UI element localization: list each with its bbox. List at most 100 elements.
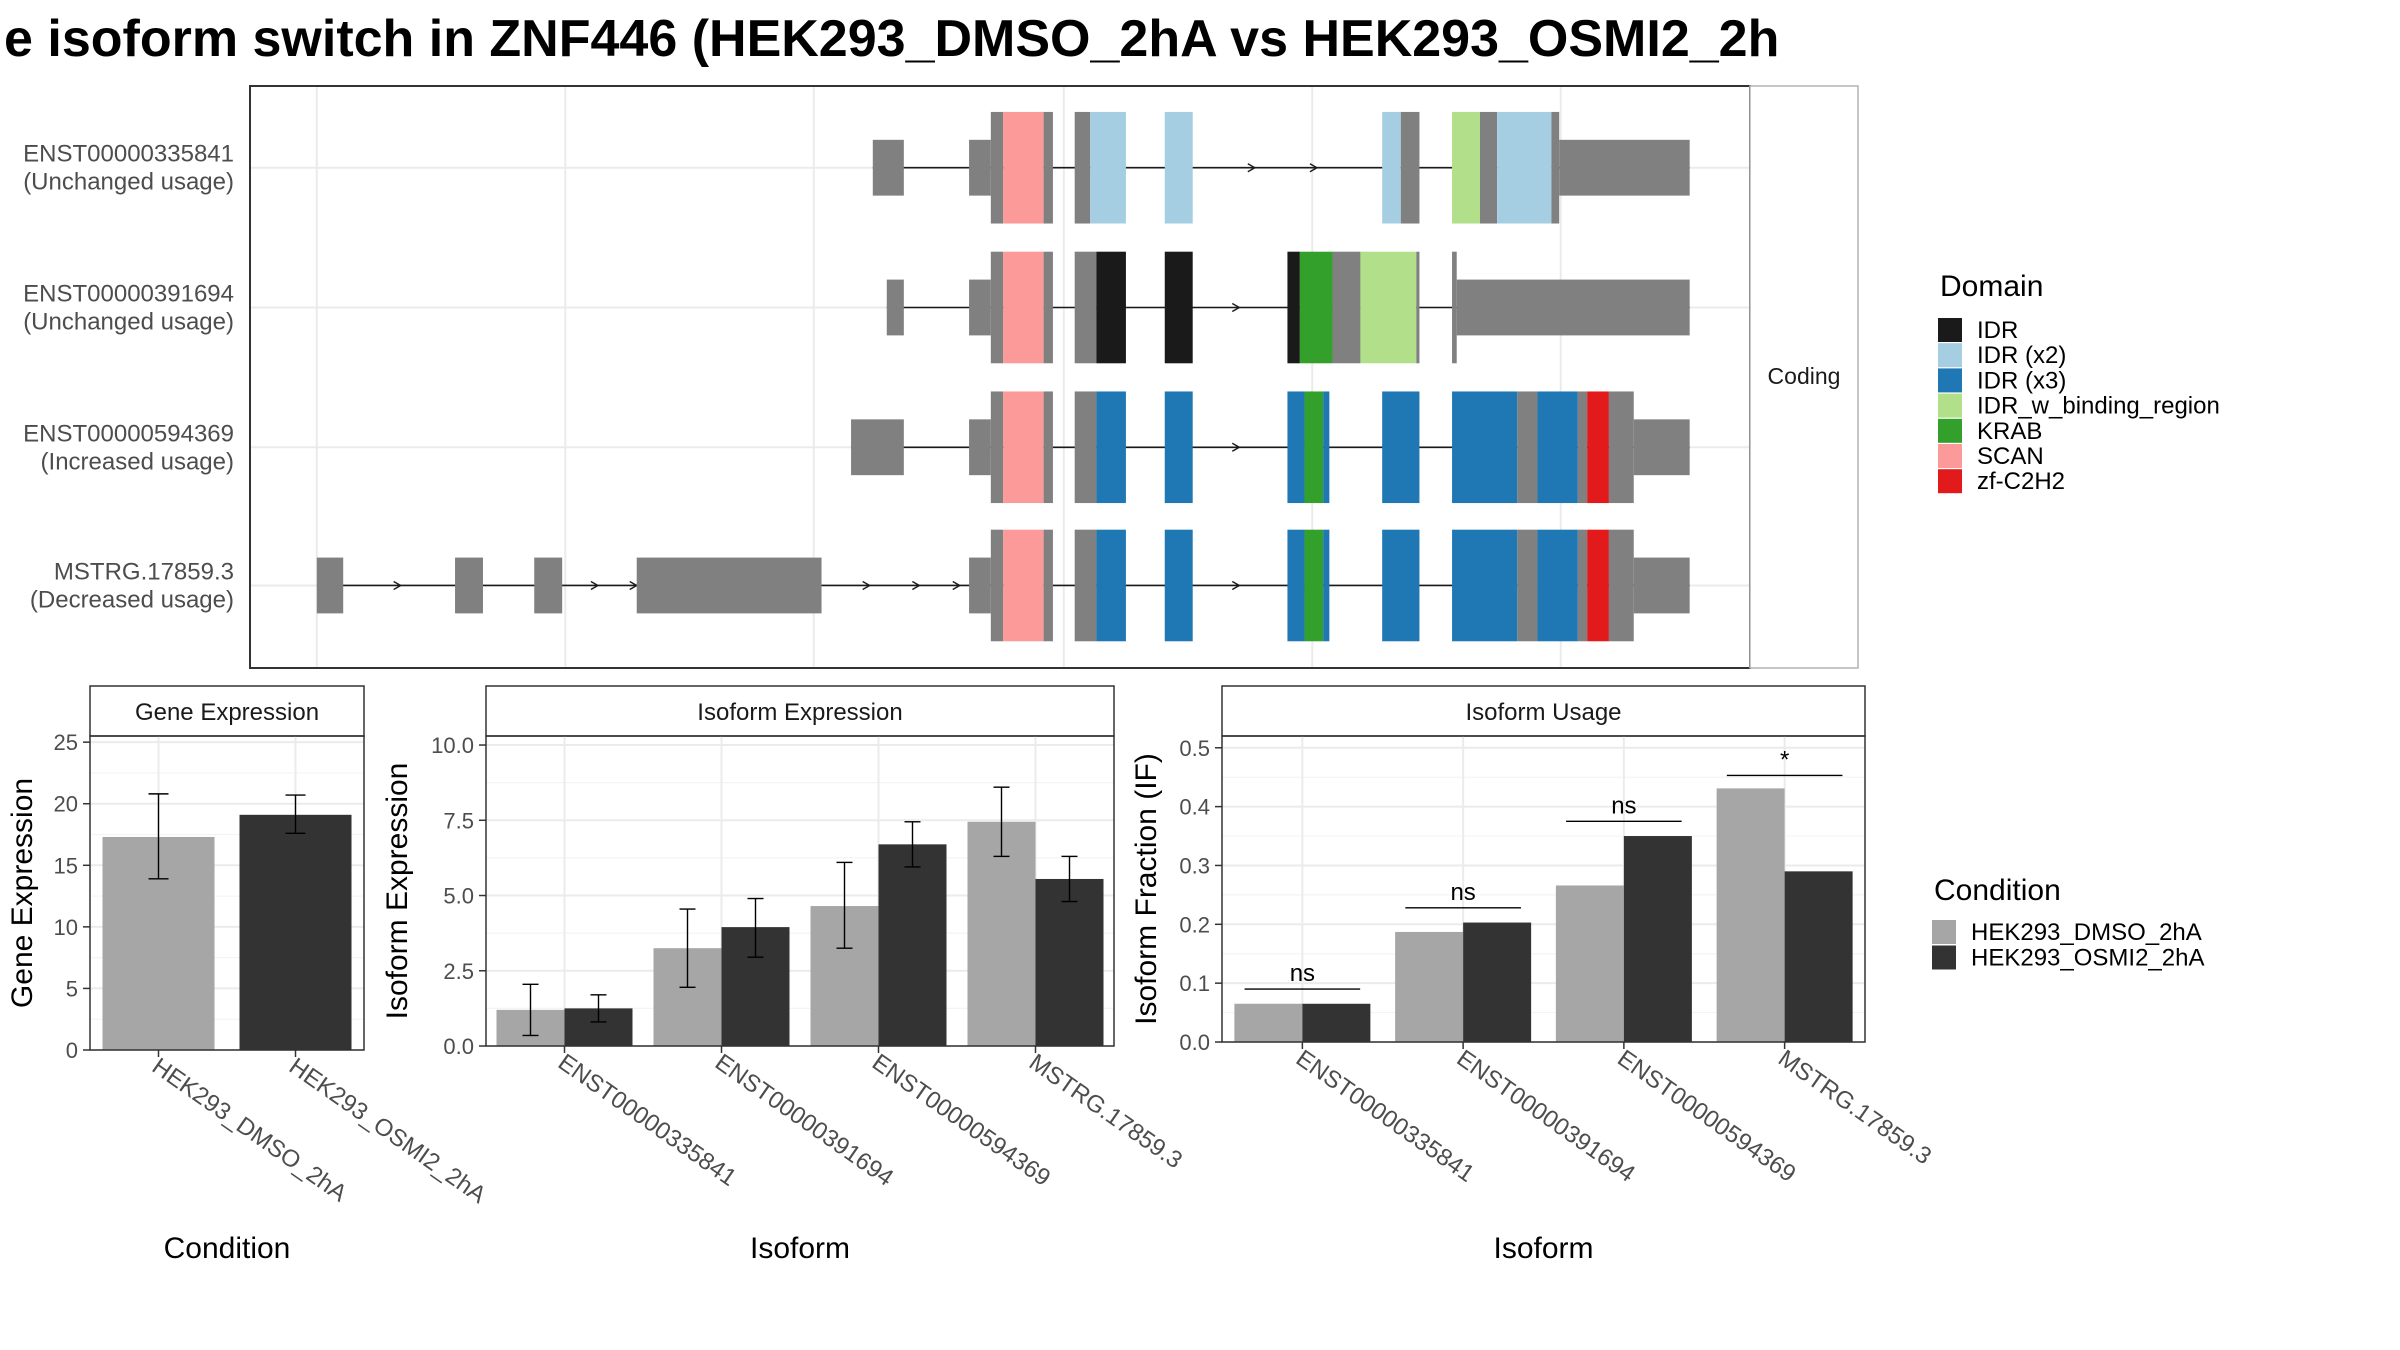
bar — [239, 814, 352, 1050]
x-tick-label: ENST00000335841 — [1291, 1045, 1479, 1188]
domain-segment — [1164, 251, 1193, 364]
x-tick-label: ENST00000391694 — [1452, 1045, 1640, 1188]
exon-segment — [1416, 251, 1420, 364]
domain-segment — [1287, 529, 1305, 642]
exon-segment — [1074, 529, 1097, 642]
x-axis-title: Isoform — [750, 1232, 850, 1265]
transcript-track — [316, 529, 1690, 642]
direction-arrow — [1231, 442, 1241, 452]
bar — [967, 821, 1036, 1046]
exon-segment — [316, 557, 344, 614]
domain-legend-swatch — [1938, 444, 1962, 468]
domain-legend-swatch — [1938, 368, 1962, 393]
bar — [1463, 922, 1532, 1042]
exon-segment — [969, 139, 991, 196]
x-axis-title: Condition — [164, 1232, 291, 1265]
y-tick-label: 20 — [54, 792, 78, 817]
transcript-usage-label: (Increased usage) — [41, 448, 234, 475]
domain-legend-label: IDR (x3) — [1977, 367, 2066, 394]
panel-border — [89, 735, 365, 1051]
bar — [1555, 885, 1624, 1042]
gene-expression-chart: Gene Expression0510152025HEK293_DMSO_2hA… — [6, 685, 491, 1265]
domain-segment — [1164, 529, 1193, 642]
bar — [1035, 878, 1104, 1046]
condition-legend-swatch — [1932, 945, 1956, 970]
domain-legend-label: zf-C2H2 — [1977, 468, 2065, 495]
direction-arrow — [952, 580, 962, 591]
exon-segment — [969, 419, 991, 476]
domain-legend-swatch — [1938, 393, 1962, 418]
transcript-track — [886, 251, 1690, 364]
significance-label: ns — [1611, 792, 1636, 819]
y-axis-title: Gene Expression — [6, 778, 39, 1008]
panel-border — [1221, 735, 1866, 1043]
domain-legend-title: Domain — [1940, 270, 2043, 303]
exon-segment — [1577, 529, 1588, 642]
direction-arrow — [590, 580, 600, 591]
exon-segment — [636, 557, 822, 614]
panel-border — [485, 735, 1115, 1047]
isoform-usage-chart: Isoform Usage 0.0 0.1 0.2 0.3 0.4 0.5 ns ns ns * EN… — [1130, 685, 1936, 1265]
domain-segment — [1382, 529, 1420, 642]
exon-segment — [1452, 251, 1457, 364]
domain-legend-label: IDR (x2) — [1977, 342, 2066, 369]
exon-segment — [1043, 391, 1053, 504]
y-tick-label: 25 — [54, 730, 78, 755]
domain-segment — [1382, 111, 1401, 224]
condition-legend: Condition HEK293_DMSO_2hAHEK293_OSMI2_2h… — [1932, 874, 2204, 972]
bar — [1623, 836, 1692, 1042]
y-tick-label: 0.4 — [1179, 795, 1210, 820]
exon-segment — [1551, 111, 1560, 224]
transcript-id-label: ENST00000391694 — [23, 280, 234, 307]
direction-arrow — [1309, 163, 1319, 173]
exon-segment — [1456, 279, 1690, 336]
significance-label: ns — [1290, 960, 1315, 987]
exon-segment — [1400, 111, 1420, 224]
domain-segment — [1299, 251, 1333, 364]
exon-segment — [1074, 391, 1097, 504]
exon-segment — [990, 251, 1004, 364]
domain-legend-label: SCAN — [1977, 443, 2044, 470]
exon-segment — [1074, 251, 1097, 364]
x-tick-label: MSTRG.17859.3 — [1024, 1049, 1187, 1174]
exon-segment — [1608, 529, 1634, 642]
domain-segment — [1452, 391, 1518, 504]
exon-segment — [1043, 251, 1053, 364]
y-tick-label: 0.3 — [1179, 853, 1210, 878]
y-tick-label: 7.5 — [443, 808, 474, 833]
exon-segment — [886, 279, 904, 336]
exon-segment — [534, 557, 563, 614]
exon-segment — [1043, 111, 1053, 224]
direction-arrow — [912, 580, 921, 591]
exon-segment — [990, 391, 1004, 504]
condition-legend-swatch — [1932, 920, 1956, 944]
y-tick-label: 15 — [54, 853, 78, 878]
exon-segment — [990, 529, 1004, 642]
domain-legend-label: KRAB — [1977, 418, 2042, 445]
y-tick-label: 0 — [66, 1038, 78, 1063]
y-axis-title: Isoform Fraction (IF) — [1130, 753, 1163, 1025]
domain-segment — [1452, 529, 1518, 642]
exon-segment — [1517, 529, 1538, 642]
isoform-expression-chart: Isoform Expression0.02.55.07.510.0ENST00… — [381, 685, 1187, 1265]
domain-segment — [1003, 111, 1044, 224]
domain-legend-swatch — [1938, 318, 1962, 342]
significance-label: * — [1780, 746, 1789, 773]
exon-segment — [1043, 529, 1053, 642]
y-tick-label: 0.1 — [1179, 971, 1210, 996]
domain-segment — [1382, 391, 1420, 504]
exon-segment — [1633, 557, 1690, 614]
domain-segment — [1587, 529, 1609, 642]
domain-segment — [1090, 111, 1126, 224]
exon-segment — [1480, 111, 1498, 224]
transcript-track — [851, 391, 1690, 504]
transcript-labels: ENST00000335841(Unchanged usage) ENST0000… — [23, 141, 234, 614]
condition-legend-title: Condition — [1934, 874, 2061, 907]
plot-title: e isoform switch in ZNF446 (HEK293_DMSO_… — [4, 10, 1779, 68]
transcript-usage-label: (Unchanged usage) — [23, 169, 234, 196]
exon-segment — [1074, 111, 1091, 224]
direction-arrow — [1231, 302, 1241, 313]
exon-segment — [969, 557, 991, 614]
transcript-id-label: ENST00000335841 — [23, 141, 234, 168]
